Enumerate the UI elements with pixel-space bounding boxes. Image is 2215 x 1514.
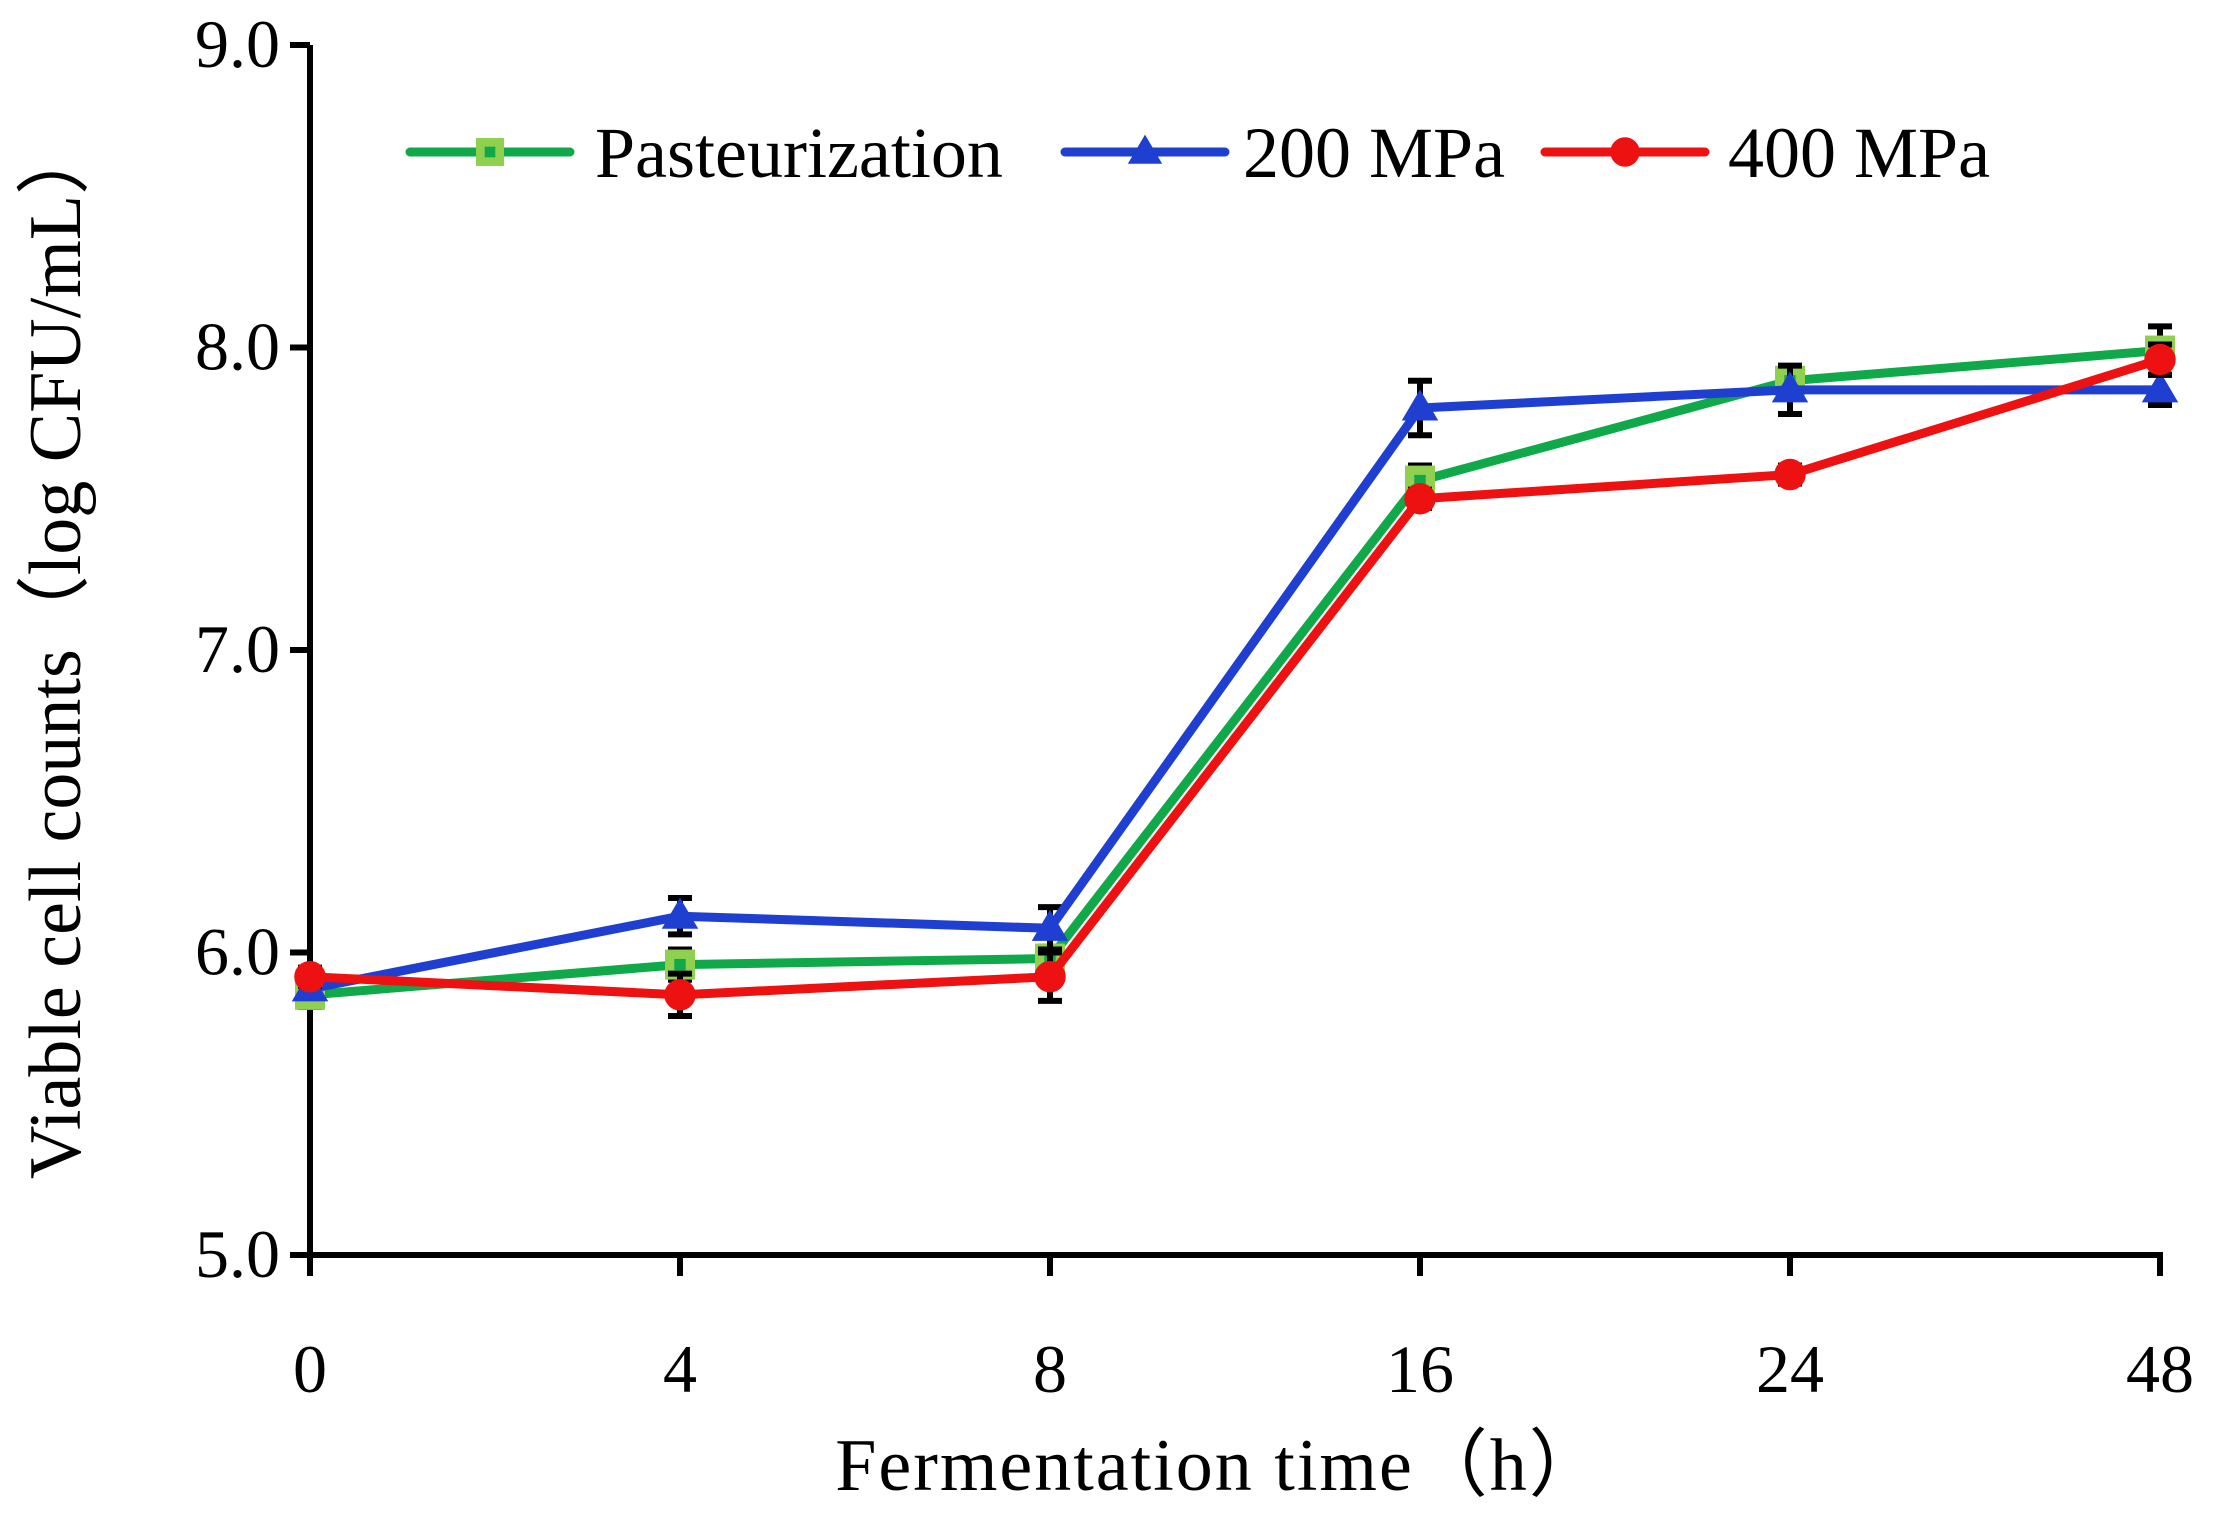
y-tick-label: 5.0: [195, 1216, 280, 1292]
data-point-circle: [1034, 960, 1066, 993]
data-point-circle: [664, 979, 696, 1011]
x-tick-label: 8: [1033, 1331, 1067, 1407]
series-line: [305, 346, 2165, 1000]
series-2: [294, 341, 2176, 1020]
y-axis-title: Viable cell counts（log CFU/mL）: [15, 121, 97, 1179]
x-tick-label: 48: [2126, 1331, 2194, 1407]
data-point-circle: [2144, 343, 2176, 376]
y-ticks: 5.0 6.0 7.0 8.0 9.0: [195, 6, 310, 1292]
series-line: [305, 385, 2165, 994]
legend-label: 400 MPa: [1728, 113, 1990, 193]
x-tick-label: 4: [663, 1331, 697, 1407]
data-point-triangle: [1401, 389, 1439, 421]
data-point-triangle: [2141, 371, 2179, 403]
data-point-square: [476, 138, 504, 166]
legend-item: 200 MPa: [1060, 113, 1505, 193]
data-point-circle: [294, 960, 326, 993]
legend-label: 200 MPa: [1243, 113, 1505, 193]
x-tick-label: 0: [293, 1331, 327, 1407]
data-point-circle: [1404, 483, 1436, 515]
data-point-triangle: [1031, 909, 1069, 941]
data-point-triangle: [661, 897, 699, 929]
data-point-triangle: [1771, 371, 1809, 403]
legend-item: Pasteurization: [405, 113, 1003, 193]
y-tick-label: 9.0: [195, 6, 280, 82]
x-axis-title: Fermentation time（h）: [835, 1425, 1605, 1507]
legend: Pasteurization 200 MPa 400 MPa: [405, 113, 1990, 193]
data-point-circle: [1610, 137, 1640, 167]
series-1: [291, 362, 2179, 1002]
legend-label: Pasteurization: [595, 113, 1003, 193]
series-line: [305, 355, 2165, 1000]
y-tick-label: 8.0: [195, 309, 280, 385]
x-tick-label: 24: [1756, 1331, 1824, 1407]
data-point-circle: [1774, 458, 1806, 491]
axes: 5.06.07.08.09.0 0 4 8 16 24 48: [195, 6, 2194, 1407]
y-tick-label: 7.0: [195, 611, 280, 687]
y-tick-label: 6.0: [195, 914, 280, 990]
legend-item: 400 MPa: [1540, 113, 1990, 193]
data-point-triangle: [1127, 134, 1163, 164]
x-ticks: 0 4 8 16 24 48: [293, 1255, 2194, 1407]
x-tick-label: 16: [1386, 1331, 1454, 1407]
series-layer: [291, 323, 2179, 1020]
